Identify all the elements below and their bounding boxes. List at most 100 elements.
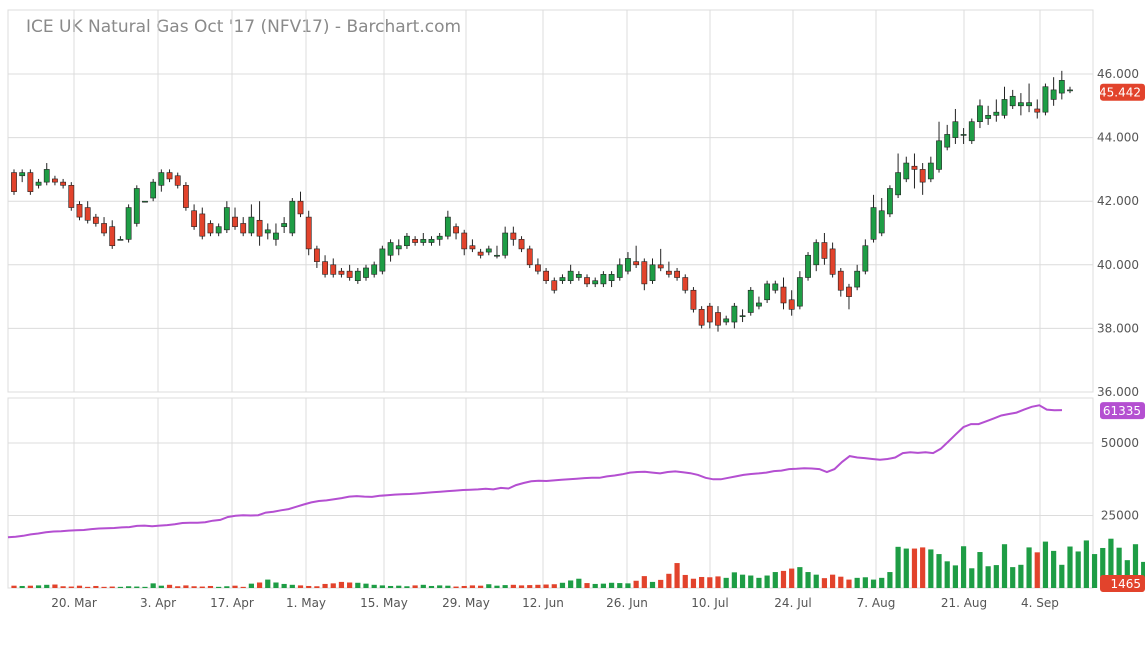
- candle-body: [870, 207, 877, 240]
- volume-bar: [396, 585, 402, 588]
- volume-bar: [895, 546, 901, 588]
- candle-body: [739, 315, 746, 317]
- volume-bar: [559, 582, 566, 588]
- x-tick-label: 24. Jul: [774, 596, 811, 610]
- candle-body: [1017, 102, 1024, 107]
- volume-bar: [764, 575, 770, 588]
- volume-bar: [920, 547, 926, 588]
- volume-bar: [1001, 544, 1008, 588]
- candle-body: [543, 270, 549, 282]
- volume-bar: [461, 585, 467, 588]
- volume-bar: [355, 582, 361, 588]
- candle-body: [273, 232, 279, 240]
- candle-body: [240, 223, 247, 234]
- candle-body: [756, 302, 762, 307]
- volume-bar: [68, 586, 74, 588]
- candle-body: [150, 181, 157, 199]
- candle-body: [690, 289, 697, 310]
- volume-bar: [445, 585, 451, 588]
- volume-bar: [1132, 544, 1139, 588]
- candle-body: [76, 204, 83, 218]
- candle-body: [960, 134, 967, 136]
- candle-body: [27, 172, 34, 192]
- volume-bar: [887, 572, 893, 588]
- candle-body: [674, 270, 680, 278]
- last-oi-tag-bg: [1100, 402, 1145, 420]
- volume-bar: [928, 549, 934, 588]
- candle-body: [575, 274, 582, 278]
- candle-body: [101, 223, 107, 234]
- candle-body: [616, 264, 623, 278]
- volume-bar: [150, 583, 156, 588]
- candle-body: [895, 172, 901, 196]
- candle-body: [706, 305, 713, 323]
- candle-body: [43, 169, 50, 183]
- last-price-tag-bg: [1100, 83, 1145, 101]
- volume-bar: [625, 583, 631, 588]
- last-price-tag: 45.442: [1099, 86, 1141, 100]
- candle-body: [592, 280, 599, 285]
- volume-bar: [289, 584, 295, 588]
- candle-body: [1067, 89, 1073, 92]
- candle-body: [502, 232, 509, 256]
- candle-body: [338, 270, 345, 275]
- candle-body: [346, 270, 353, 278]
- candle-body: [682, 277, 689, 291]
- volume-bar: [330, 583, 336, 588]
- candle-body: [788, 299, 795, 310]
- volume-bar: [1075, 551, 1081, 588]
- last-volume-tag-bg: [1100, 575, 1145, 592]
- volume-bar: [969, 568, 975, 588]
- volume-bar: [584, 583, 590, 588]
- y-tick-label: 38.000: [1097, 321, 1139, 335]
- candle-body: [510, 232, 517, 240]
- candle-body: [436, 235, 443, 240]
- candle-body: [330, 264, 337, 275]
- volume-bar: [617, 583, 623, 588]
- candle-body: [166, 172, 173, 180]
- candle-body: [715, 312, 721, 326]
- volume-bar: [183, 585, 189, 588]
- candle-body: [731, 305, 738, 323]
- volume-bar: [19, 585, 25, 588]
- candle-body: [1026, 102, 1032, 107]
- candle-body: [264, 229, 271, 234]
- candle-body: [952, 121, 959, 138]
- candle-body: [174, 175, 181, 186]
- volume-bar: [903, 548, 909, 588]
- volume-bar: [216, 586, 222, 588]
- volume-bar: [1051, 550, 1057, 588]
- volume-bar: [502, 585, 508, 588]
- volume-bar: [240, 586, 246, 588]
- candle-body: [420, 239, 427, 243]
- candle-body: [862, 245, 869, 272]
- volume-bars: [11, 538, 1145, 588]
- candle-body: [453, 226, 459, 234]
- volume-bar: [608, 582, 615, 588]
- volume-bar: [797, 567, 803, 588]
- volume-bar: [674, 563, 680, 588]
- volume-bar: [142, 586, 148, 588]
- volume-bar: [1018, 564, 1024, 588]
- volume-bar: [44, 584, 50, 588]
- volume-bar: [1059, 564, 1065, 588]
- volume-bar: [387, 585, 394, 588]
- candle-body: [559, 277, 566, 281]
- candle-body: [641, 261, 648, 285]
- volume-bar: [813, 574, 819, 588]
- candle-body: [297, 200, 304, 215]
- candle-body: [223, 207, 230, 231]
- candle-body: [854, 270, 861, 288]
- y-tick-label: 36.000: [1097, 385, 1139, 399]
- volume-bar: [371, 584, 377, 588]
- volume-bar: [543, 584, 549, 588]
- volume-bar: [649, 581, 656, 588]
- volume-bar: [109, 586, 115, 588]
- candle-body: [68, 185, 75, 208]
- volume-bar: [1067, 546, 1073, 588]
- volume-bar: [93, 585, 99, 588]
- volume-bar: [306, 585, 312, 588]
- candle-body: [248, 216, 255, 234]
- x-tick-label: 7. Aug: [857, 596, 896, 610]
- candle-body: [387, 242, 394, 256]
